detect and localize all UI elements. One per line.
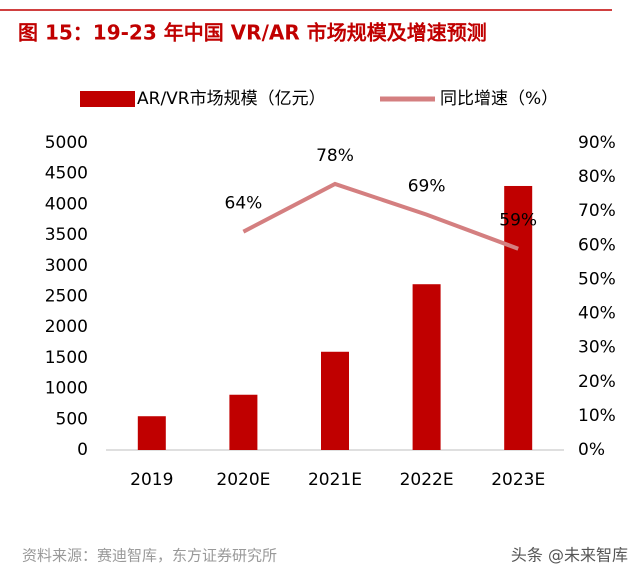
y2-tick-label: 10%: [578, 406, 616, 426]
bar: [504, 185, 533, 451]
y2-tick-label: 30%: [578, 338, 616, 358]
line: [242, 181, 519, 251]
y2-tick-label: 80%: [578, 167, 616, 187]
legend-label: 同比增速（%）: [440, 89, 558, 109]
y2-tick-label: 40%: [578, 304, 616, 324]
y-tick-label: 3500: [45, 225, 88, 245]
data-label: 59%: [499, 211, 537, 231]
y2-tick-label: 20%: [578, 372, 616, 392]
legend-swatch: [80, 91, 135, 107]
y-tick-label: 2000: [45, 317, 88, 337]
y-tick-label: 1000: [45, 379, 88, 399]
x-tick-label: 2020E: [216, 470, 270, 490]
y2-tick-label: 90%: [578, 133, 616, 153]
source-note: 资料来源：赛迪智库，东方证券研究所: [22, 547, 277, 565]
chart-title: 图 15：19-23 年中国 VR/AR 市场规模及增速预测: [18, 21, 487, 45]
data-label: 64%: [225, 194, 263, 214]
y2-tick-label: 70%: [578, 201, 616, 221]
y-tick-label: 4500: [45, 164, 88, 184]
y-tick-label: 3000: [45, 256, 88, 276]
y2-tick-label: 60%: [578, 235, 616, 255]
x-tick-label: 2022E: [400, 470, 454, 490]
y-tick-label: 5000: [45, 133, 88, 153]
bar: [412, 284, 441, 450]
y-tick-label: 2500: [45, 287, 88, 307]
y-tick-label: 500: [56, 409, 88, 429]
y-tick-label: 4000: [45, 194, 88, 214]
data-label: 69%: [408, 177, 446, 197]
x-tick-label: 2023E: [491, 470, 545, 490]
bar: [321, 351, 349, 450]
y2-tick-label: 0%: [578, 440, 605, 460]
x-tick-label: 2019: [130, 470, 173, 490]
x-tick-label: 2021E: [308, 470, 362, 490]
bar: [137, 416, 166, 450]
y-tick-label: 0: [77, 440, 88, 460]
y2-tick-label: 50%: [578, 269, 616, 289]
y-tick-label: 1500: [45, 348, 88, 368]
bar: [229, 394, 258, 450]
watermark: 头条 @未来智库: [511, 546, 628, 565]
data-label: 78%: [316, 146, 354, 166]
legend-label: AR/VR市场规模（亿元）: [137, 89, 326, 109]
